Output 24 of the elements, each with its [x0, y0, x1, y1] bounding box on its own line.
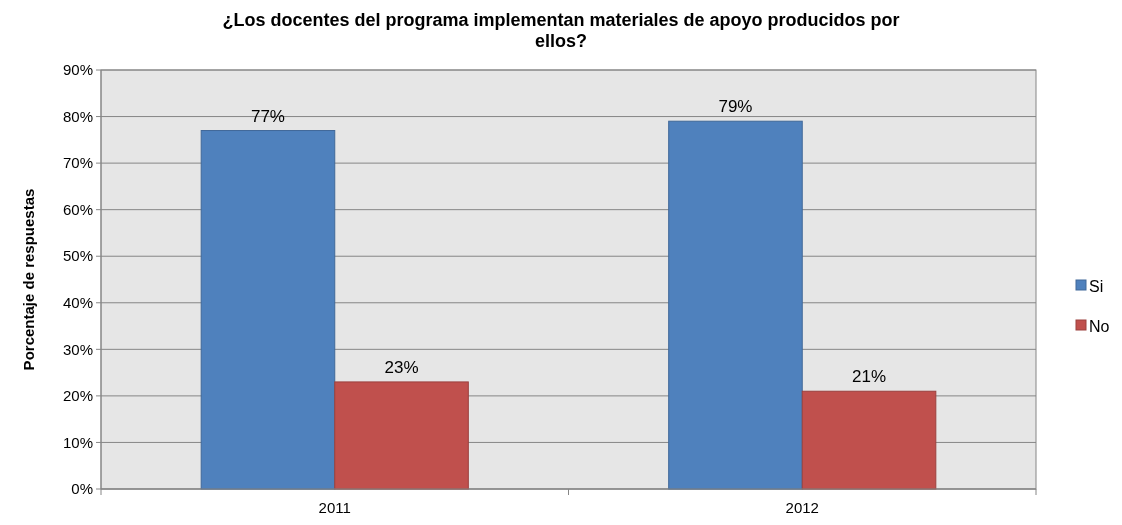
y-axis-title: Porcentaje de respuestas	[20, 188, 37, 371]
y-tick-label: 90%	[62, 61, 93, 79]
legend-label: Si	[1089, 277, 1104, 295]
bar	[334, 381, 469, 490]
bar	[801, 390, 937, 490]
y-tick-label: 10%	[62, 433, 93, 451]
x-tick-label: 2012	[785, 499, 819, 516]
bar	[200, 130, 336, 490]
x-tick-label: 2011	[318, 499, 351, 516]
y-tick-label: 0%	[71, 480, 93, 498]
data-label: 77%	[250, 106, 285, 126]
y-tick-label: 30%	[62, 340, 93, 358]
data-label: 21%	[852, 367, 887, 387]
legend-label: No	[1089, 317, 1110, 335]
data-label: 79%	[718, 97, 753, 117]
chart-title: ¿Los docentes del programa implementan materiales de apoyo producidos por ellos?	[222, 10, 900, 51]
y-tick-label: 50%	[62, 247, 93, 265]
y-tick-label: 20%	[62, 387, 93, 405]
y-tick-label: 80%	[62, 107, 93, 125]
y-tick-label: 70%	[62, 154, 93, 172]
y-tick-label: 60%	[62, 200, 93, 218]
y-tick-label: 40%	[62, 294, 93, 312]
data-label: 23%	[384, 357, 419, 377]
bar	[668, 120, 803, 490]
